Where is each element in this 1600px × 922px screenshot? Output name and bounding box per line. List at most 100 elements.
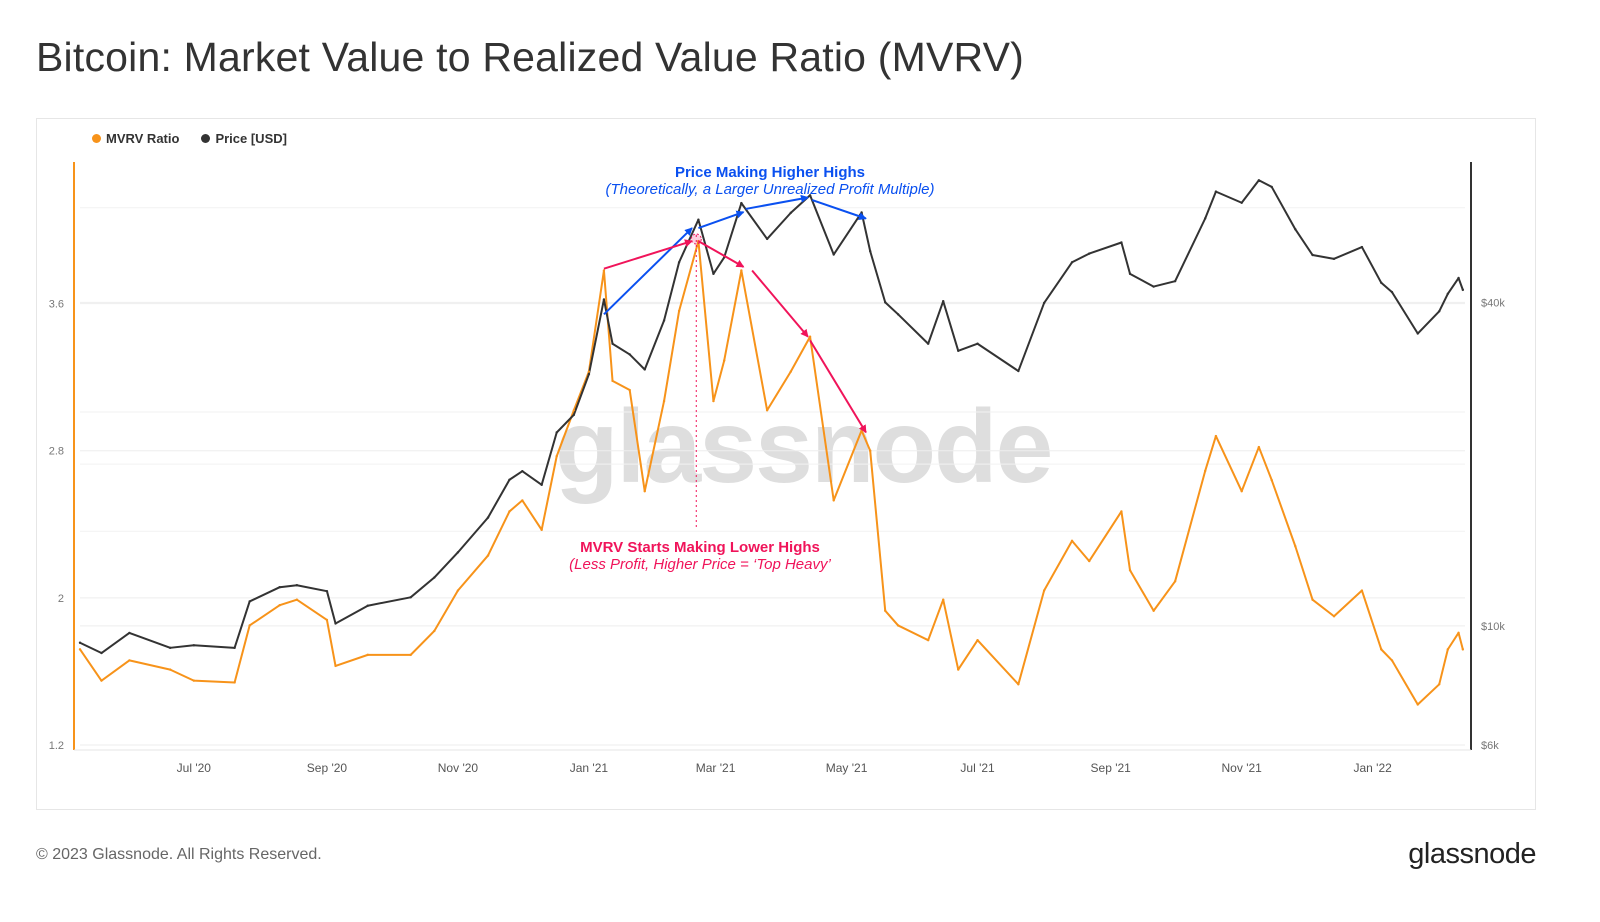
price-point xyxy=(1042,301,1046,305)
mvrv-point xyxy=(486,554,490,557)
legend-label: MVRV Ratio xyxy=(106,131,180,146)
price-point xyxy=(765,237,769,241)
price-point xyxy=(896,313,900,316)
price-point xyxy=(334,622,337,625)
annotation-title: Price Making Higher Highs xyxy=(674,164,866,181)
mvrv-point xyxy=(325,618,329,622)
mvrv-point xyxy=(643,490,646,493)
mvrv-point xyxy=(508,510,511,513)
price-point xyxy=(128,631,131,635)
y-right-tick-label: $40k xyxy=(1481,297,1505,309)
mvrv-point xyxy=(926,638,930,642)
mvrv-point xyxy=(278,604,281,607)
price-point xyxy=(248,600,251,603)
mvrv-point xyxy=(1360,589,1364,592)
legend-item-price[interactable]: Price [USD] xyxy=(201,131,287,146)
mvrv-point xyxy=(409,653,412,657)
mvrv-point xyxy=(587,370,591,373)
legend-item-mvrv[interactable]: MVRV Ratio xyxy=(92,131,179,146)
price-point xyxy=(78,641,82,644)
page-title: Bitcoin: Market Value to Realized Value … xyxy=(36,34,1024,80)
price-point xyxy=(1461,288,1465,292)
mvrv-point xyxy=(1152,609,1155,612)
annotation-lower-highs: MVRV Starts Making Lower Highs (Less Pro… xyxy=(520,539,880,573)
mvrv-point xyxy=(957,668,960,671)
price-point xyxy=(860,211,863,214)
mvrv-point xyxy=(712,399,715,403)
price-point xyxy=(1416,332,1419,335)
price-point xyxy=(325,589,329,593)
price-point xyxy=(540,483,543,487)
price-point xyxy=(1390,290,1394,294)
mvrv-point xyxy=(1017,683,1020,686)
x-tick-label: Jul '21 xyxy=(960,761,995,775)
annotation-subtitle: (Theoretically, a Larger Unrealized Prof… xyxy=(605,181,935,198)
price-point xyxy=(366,604,369,607)
y-right-tick-label: $6k xyxy=(1481,740,1499,752)
price-point xyxy=(1088,252,1091,255)
x-tick-label: Nov '20 xyxy=(438,761,479,775)
price-point xyxy=(278,585,281,589)
price-point xyxy=(677,261,681,264)
mvrv-point xyxy=(740,269,743,272)
mvrv-point xyxy=(1311,598,1314,601)
mvrv-point xyxy=(1128,569,1132,572)
mvrv-point xyxy=(334,664,337,668)
x-tick-label: Nov '21 xyxy=(1222,761,1263,775)
mvrv-point xyxy=(1088,559,1091,563)
price-point xyxy=(808,194,812,197)
price-point xyxy=(628,353,631,356)
y-left-tick-label: 3.6 xyxy=(49,299,64,311)
y-left-tick-label: 2.8 xyxy=(49,446,64,458)
price-point xyxy=(832,253,835,256)
price-point xyxy=(611,342,614,345)
price-point xyxy=(1070,261,1074,264)
mvrv-point xyxy=(128,659,131,662)
x-tick-label: Sep '21 xyxy=(1091,761,1132,775)
price-point xyxy=(1173,279,1177,283)
mvrv-point xyxy=(1446,648,1450,651)
price-point xyxy=(1294,228,1297,231)
mvrv-point xyxy=(1380,648,1383,651)
mvrv-point xyxy=(233,681,236,684)
price-point xyxy=(1128,272,1132,276)
price-point xyxy=(1017,369,1020,373)
mvrv-point xyxy=(1461,648,1465,651)
price-point xyxy=(1332,257,1336,261)
mvrv-point xyxy=(248,624,251,627)
price-point xyxy=(1446,292,1450,295)
mvrv-point xyxy=(100,679,103,682)
price-point xyxy=(1380,281,1383,284)
price-point xyxy=(926,342,930,345)
price-point xyxy=(508,478,511,481)
price-point xyxy=(789,211,792,215)
mvrv-point xyxy=(1332,615,1336,618)
price-point xyxy=(1214,190,1218,193)
mvrv-point xyxy=(1173,580,1177,583)
price-point xyxy=(295,584,299,587)
price-point xyxy=(1203,217,1207,220)
price-point xyxy=(456,551,460,554)
annotation-subtitle: (Less Profit, Higher Price = ‘Top Heavy’ xyxy=(569,556,831,573)
mvrv-point xyxy=(611,379,614,383)
price-point xyxy=(884,301,887,304)
price-point xyxy=(643,368,646,371)
mvrv-point xyxy=(1390,659,1394,662)
x-tick-label: Jan '22 xyxy=(1354,761,1393,775)
y-right-tick-label: $10k xyxy=(1481,621,1505,633)
mvrv-point xyxy=(765,409,769,412)
price-point xyxy=(521,469,524,473)
mvrv-point xyxy=(869,449,872,452)
mvrv-point xyxy=(1120,510,1123,513)
price-point xyxy=(1152,285,1155,288)
mvrv-point xyxy=(1042,589,1046,592)
annotation-arrow xyxy=(603,239,693,270)
price-point xyxy=(1270,185,1273,189)
x-tick-label: Sep '20 xyxy=(307,761,348,775)
mvrv-point xyxy=(1457,631,1460,635)
annotation-higher-highs: Price Making Higher Highs (Theoretically… xyxy=(560,164,980,198)
price-point xyxy=(1438,310,1441,313)
price-point xyxy=(233,646,236,650)
glassnode-logo[interactable]: glassnode xyxy=(1408,838,1536,870)
